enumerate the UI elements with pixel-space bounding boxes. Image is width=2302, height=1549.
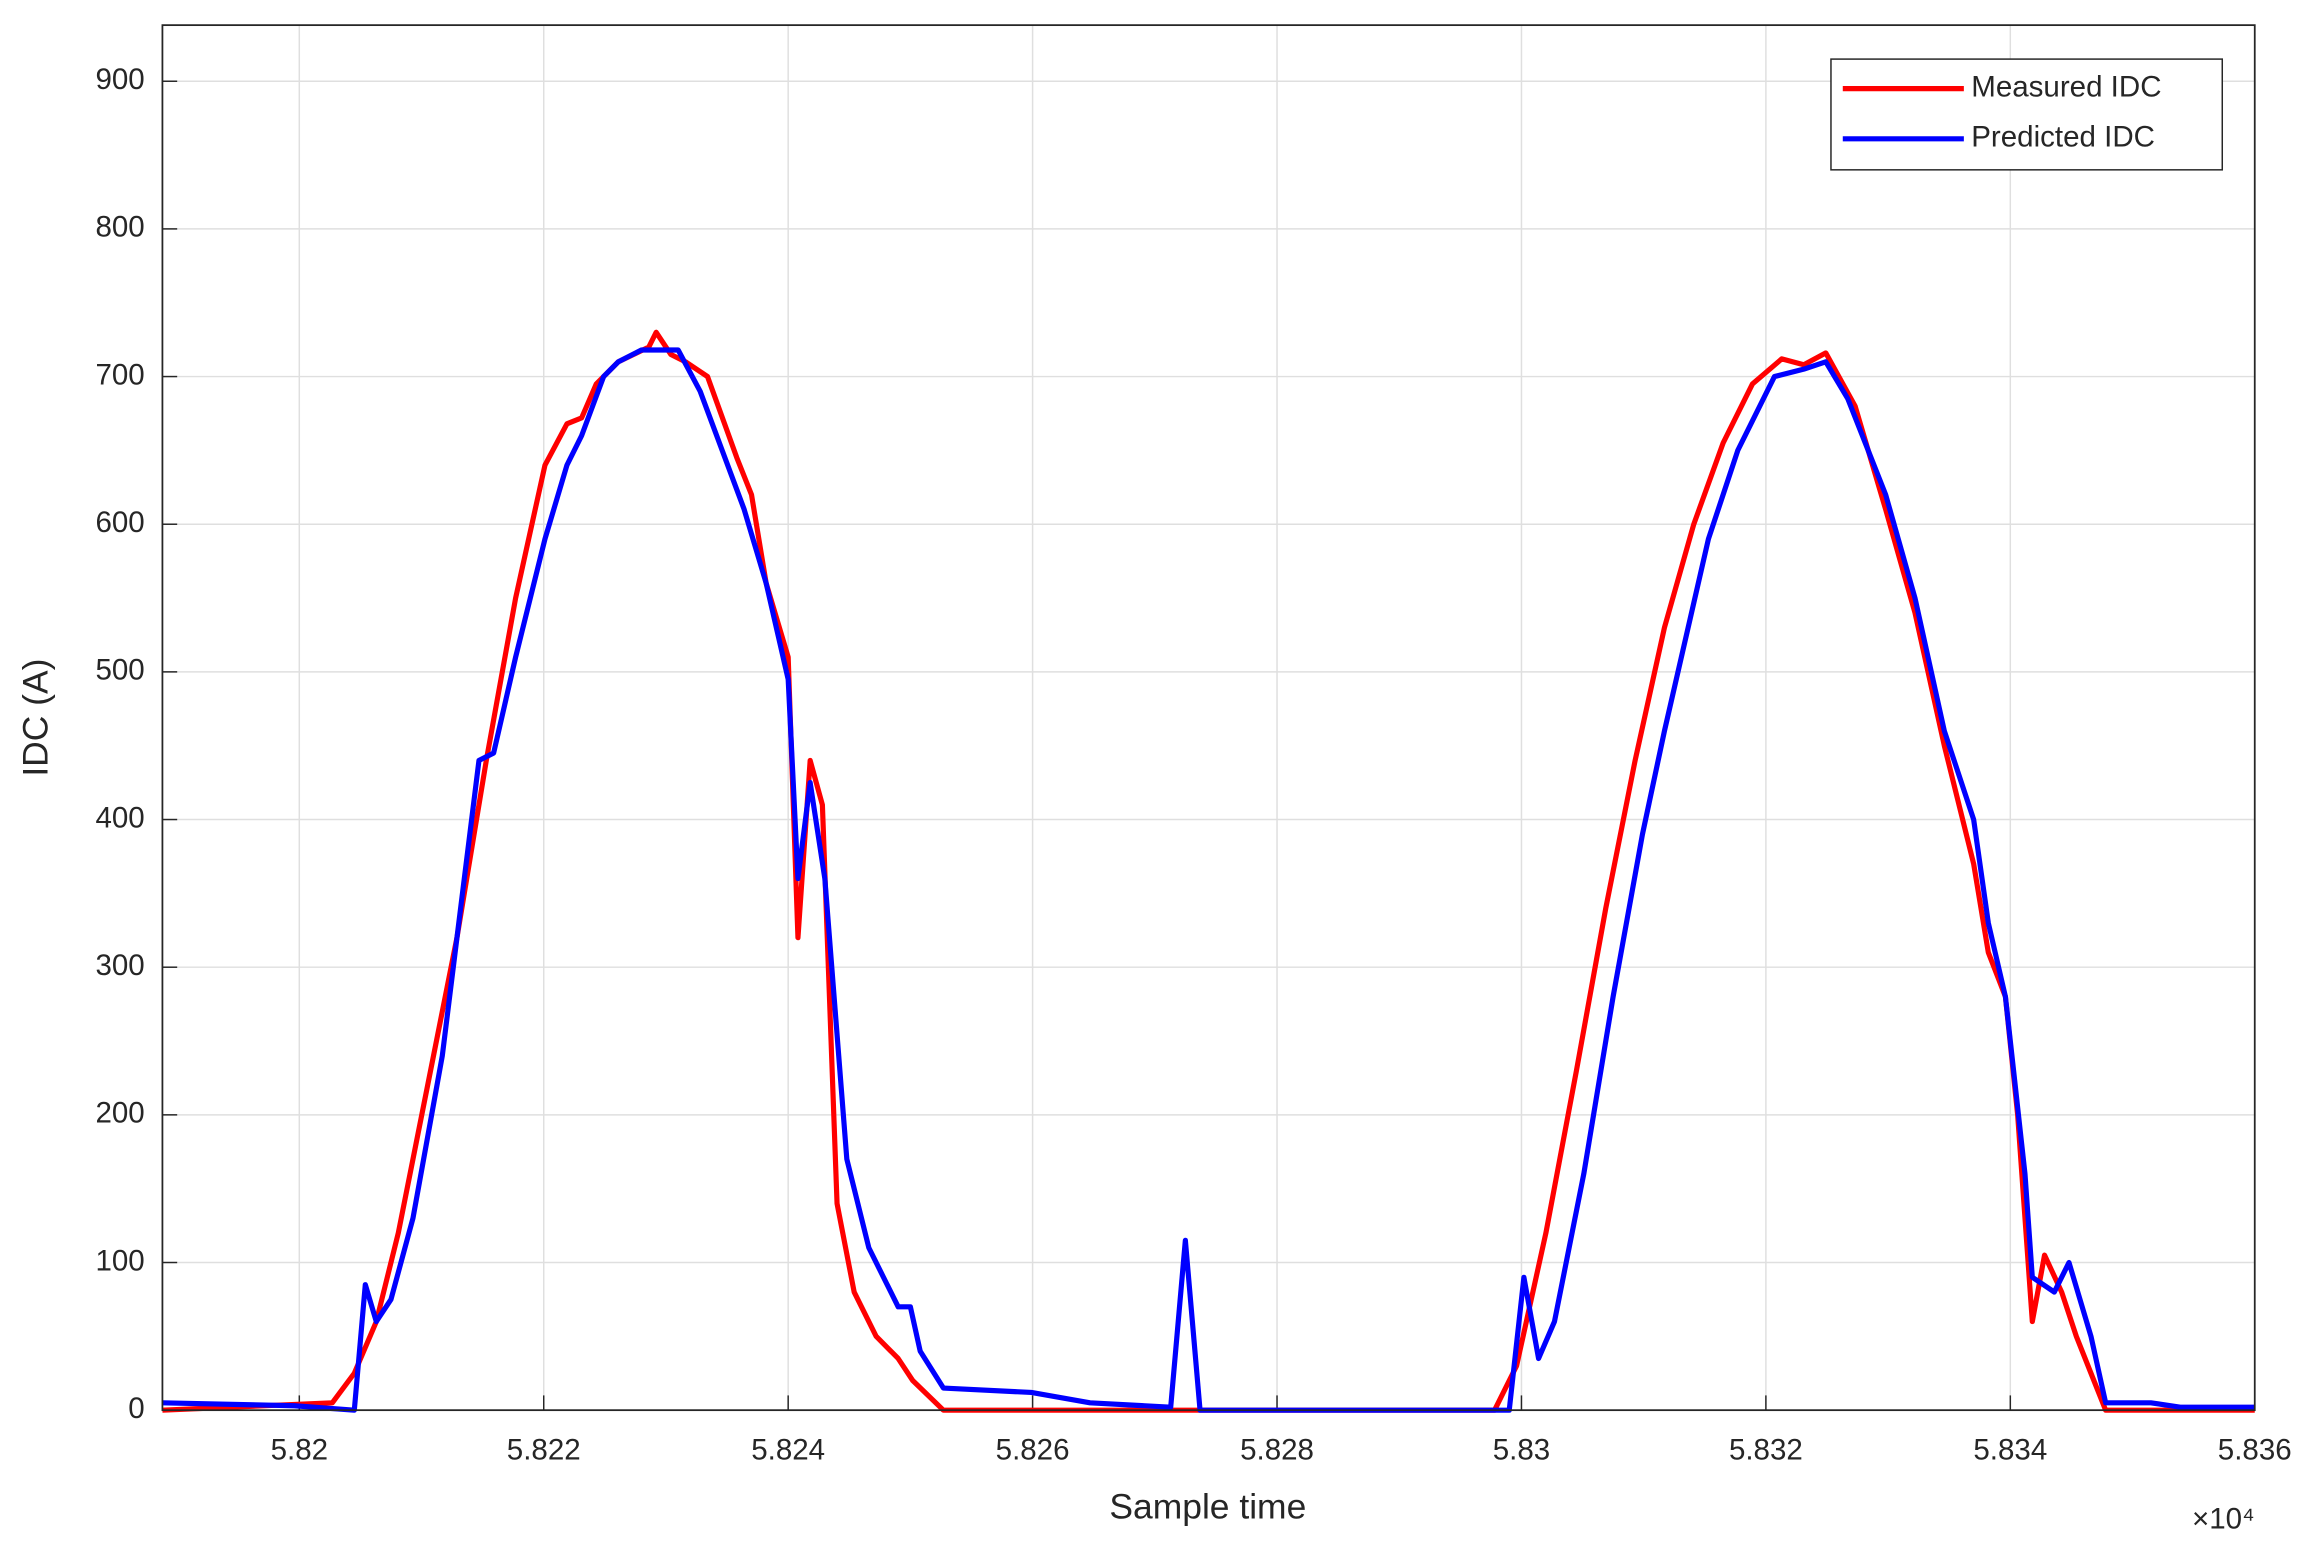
x-tick-label: 5.824 xyxy=(751,1433,825,1466)
x-tick-label: 5.82 xyxy=(271,1433,328,1466)
legend-box xyxy=(1830,58,2224,171)
y-tick-label: 800 xyxy=(95,211,144,244)
y-tick-label: 900 xyxy=(95,63,144,96)
x-axis-label: Sample time xyxy=(1109,1486,1306,1526)
x-tick-label: 5.834 xyxy=(1973,1433,2047,1466)
y-tick-label: 100 xyxy=(95,1244,144,1277)
x-tick-label: 5.83 xyxy=(1493,1433,1550,1466)
legend-label: Measured IDC xyxy=(1971,70,2161,103)
y-tick-label: 500 xyxy=(95,654,144,687)
y-tick-label: 300 xyxy=(95,949,144,982)
y-tick-label: 200 xyxy=(95,1097,144,1130)
y-tick-label: 600 xyxy=(95,506,144,539)
y-axis-label: IDC (A) xyxy=(16,659,56,777)
series-line xyxy=(162,329,2255,1413)
y-tick-label: 400 xyxy=(95,801,144,834)
y-tick-label: 700 xyxy=(95,358,144,391)
x-multiplier-label: ×10⁴ xyxy=(2192,1503,2255,1536)
x-tick-label: 5.832 xyxy=(1729,1433,1803,1466)
axes-box xyxy=(161,24,2256,1412)
axis-labels: Sample time IDC (A) ×10⁴ 0 100 200 300 400 50… xyxy=(16,63,2292,1536)
legend-label: Predicted IDC xyxy=(1971,121,2155,154)
x-tick-label: 5.828 xyxy=(1240,1433,1314,1466)
x-tick-label: 5.836 xyxy=(2218,1433,2292,1466)
plot-lines xyxy=(162,329,2255,1413)
legend: Measured IDC Predicted IDC xyxy=(1830,58,2224,171)
y-tick-label: 0 xyxy=(128,1392,144,1425)
x-tick-label: 5.826 xyxy=(996,1433,1070,1466)
x-tick-label: 5.822 xyxy=(507,1433,581,1466)
series-line xyxy=(162,347,2255,1413)
